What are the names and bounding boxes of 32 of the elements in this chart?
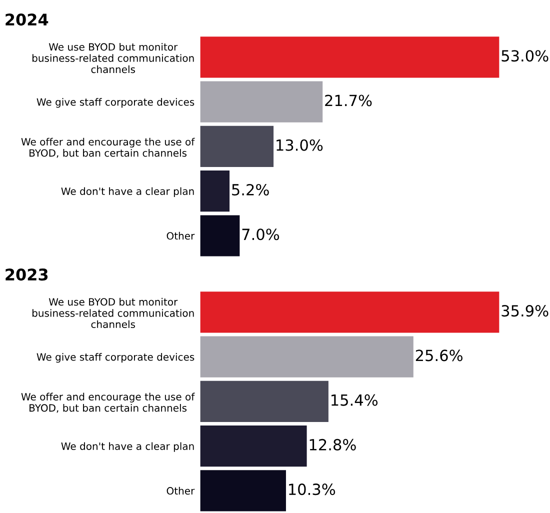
bar	[200, 215, 240, 256]
y-tick-label: We use BYOD but monitor business-related communication channels	[32, 42, 194, 74]
bar	[200, 336, 414, 378]
data-label: 7.0%	[242, 228, 280, 240]
y-tick-label: We don't have a clear plan	[61, 187, 194, 197]
y-tick-label: We don't have a clear plan	[61, 442, 194, 452]
data-label: 10.3%	[289, 484, 336, 496]
y-tick-label: We use BYOD but monitor business-related communication channels	[32, 298, 194, 328]
bar	[200, 170, 230, 212]
data-label: 12.8%	[310, 438, 356, 450]
text: 2023	[6, 268, 48, 281]
text: 2024	[6, 14, 48, 26]
bar	[200, 470, 286, 512]
data-label: 13.0%	[276, 139, 323, 151]
bar	[200, 426, 307, 467]
data-label: 5.2%	[232, 184, 269, 196]
bar	[200, 380, 328, 422]
data-label: 35.9%	[502, 305, 548, 317]
y-tick-label: We offer and encourage the use of BYOD, but ban certain channels	[21, 392, 195, 413]
bar	[200, 81, 323, 122]
y-tick-label: Other	[166, 232, 195, 240]
data-label: 15.4%	[332, 394, 378, 406]
bar	[200, 126, 274, 167]
y-tick-label: Other	[166, 486, 195, 495]
data-label: 25.6%	[416, 350, 462, 362]
data-label: 53.0%	[502, 50, 548, 62]
y-tick-label: We give staff corporate devices	[36, 352, 194, 363]
bar	[200, 36, 500, 78]
y-tick-label: We offer and encourage the use of BYOD, but ban certain channels	[21, 138, 195, 158]
data-label: 21.7%	[325, 94, 372, 106]
bar	[200, 292, 500, 333]
y-tick-label: We give staff corporate devices	[36, 98, 194, 108]
